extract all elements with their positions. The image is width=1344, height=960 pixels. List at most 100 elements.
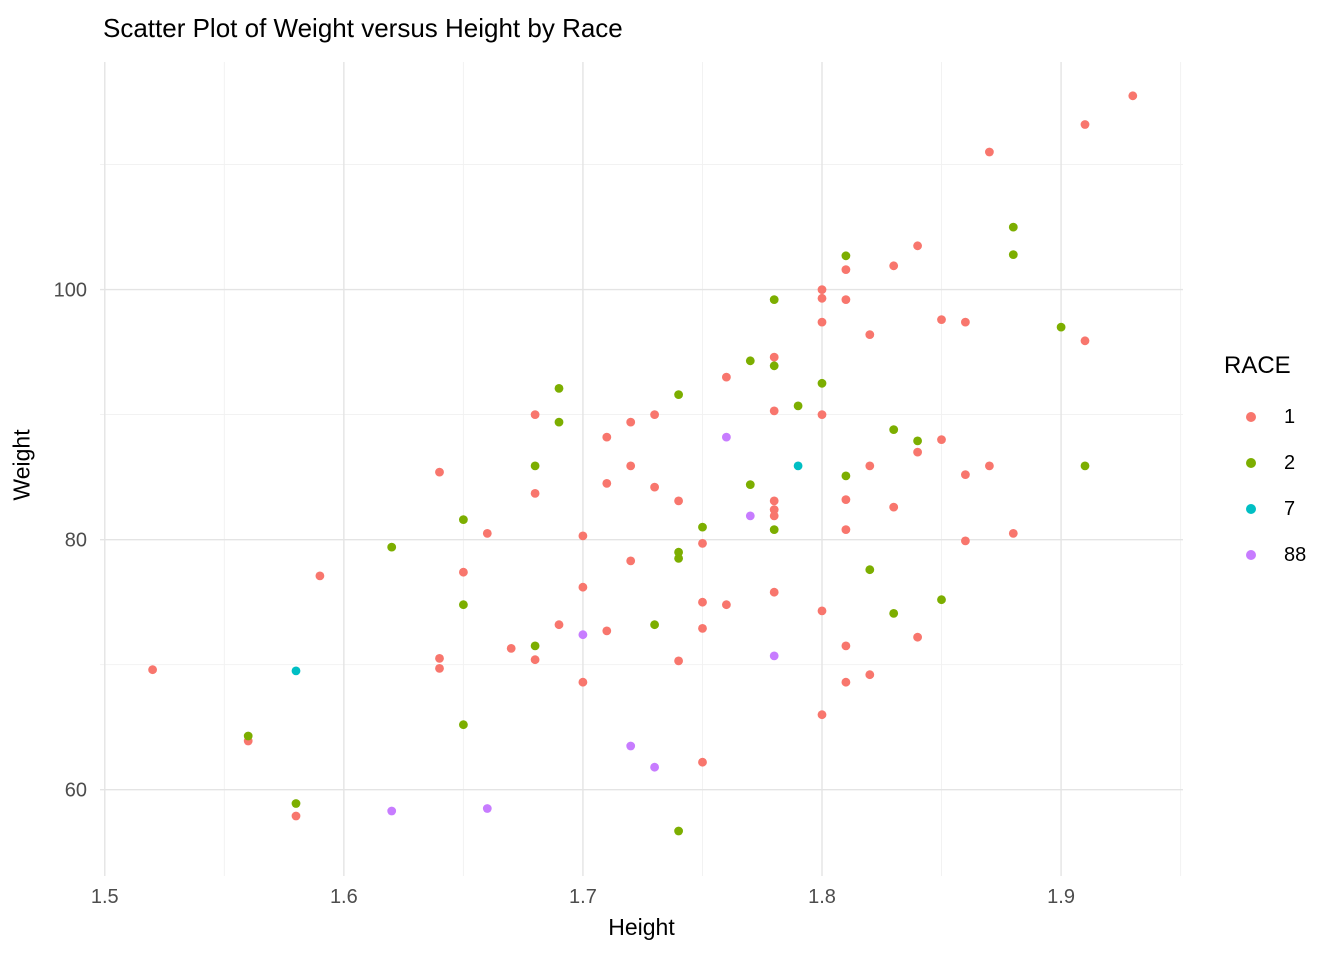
data-point-race-2 — [243, 731, 253, 741]
data-point-race-1 — [937, 435, 946, 444]
data-point-race-2 — [530, 641, 540, 651]
data-point-race-1 — [674, 496, 683, 506]
y-tick-label: 80 — [65, 530, 87, 552]
data-point-race-1 — [769, 505, 779, 514]
data-point-race-1 — [769, 406, 779, 416]
x-axis-title: Height — [608, 914, 675, 940]
data-point-race-2 — [769, 295, 779, 304]
data-point-race-2 — [698, 522, 707, 532]
data-point-race-88 — [626, 741, 636, 751]
data-point-race-1 — [722, 600, 731, 610]
data-point-race-1 — [530, 489, 540, 498]
data-point-race-1 — [1008, 529, 1018, 538]
data-point-race-1 — [769, 496, 779, 506]
data-point-race-1 — [817, 317, 827, 327]
data-point-race-1 — [985, 147, 994, 157]
data-point-race-1 — [459, 567, 468, 577]
data-point-race-2 — [674, 547, 683, 557]
data-point-race-88 — [387, 806, 397, 816]
legend-title: RACE — [1224, 352, 1291, 379]
data-point-race-1 — [435, 467, 444, 477]
data-point-race-1 — [841, 677, 851, 687]
data-point-race-1 — [817, 410, 827, 419]
data-point-race-2 — [459, 600, 468, 610]
data-point-race-1 — [769, 587, 779, 597]
data-point-race-88 — [745, 511, 755, 521]
data-point-race-88 — [482, 804, 492, 813]
data-point-race-1 — [435, 664, 444, 673]
data-point-race-1 — [889, 261, 899, 271]
data-point-race-1 — [913, 241, 922, 251]
data-point-race-1 — [769, 511, 779, 521]
data-point-race-1 — [578, 582, 588, 592]
data-point-race-2 — [674, 554, 683, 563]
data-point-race-1 — [578, 677, 588, 687]
y-tick-label: 60 — [65, 780, 87, 802]
data-point-race-1 — [1080, 120, 1090, 129]
legend-item-label: 88 — [1284, 543, 1307, 566]
legend-item-race-7: 7 — [1222, 486, 1306, 532]
data-point-race-1 — [722, 372, 731, 382]
data-point-race-1 — [889, 502, 899, 512]
data-point-race-1 — [650, 410, 659, 419]
data-point-race-1 — [985, 461, 994, 471]
data-point-race-1 — [530, 655, 540, 665]
data-point-race-1 — [817, 293, 827, 303]
legend-item-label: 7 — [1284, 497, 1296, 520]
data-point-race-1 — [961, 470, 970, 479]
data-point-race-2 — [865, 565, 875, 575]
data-point-race-1 — [626, 417, 636, 427]
data-point-race-2 — [1008, 250, 1018, 259]
y-tick-label: 100 — [54, 280, 87, 302]
legend-item-label: 2 — [1284, 451, 1296, 474]
data-point-race-1 — [554, 620, 564, 630]
x-tick-label: 1.9 — [1047, 886, 1075, 908]
legend-key-dot — [1246, 458, 1256, 468]
data-point-race-1 — [578, 531, 588, 541]
data-point-race-2 — [387, 542, 397, 552]
data-point-race-1 — [482, 529, 492, 538]
data-point-race-2 — [817, 378, 827, 388]
data-point-race-2 — [554, 417, 564, 427]
data-point-race-2 — [889, 609, 899, 618]
legend: RACE 1 2 7 88 — [1222, 352, 1306, 578]
data-point-race-1 — [961, 536, 970, 546]
data-point-race-1 — [817, 285, 827, 294]
data-point-race-1 — [506, 644, 516, 653]
data-point-race-1 — [817, 606, 827, 616]
data-point-race-88 — [769, 651, 779, 661]
data-point-race-1 — [937, 315, 946, 324]
data-point-race-1 — [602, 626, 612, 636]
data-point-race-2 — [745, 356, 755, 366]
data-point-race-88 — [722, 432, 731, 442]
data-point-race-2 — [793, 401, 803, 411]
data-point-race-1 — [913, 447, 922, 457]
data-point-race-2 — [530, 461, 540, 471]
data-point-race-2 — [459, 515, 468, 524]
data-point-race-1 — [817, 710, 827, 720]
data-point-race-1 — [865, 330, 875, 339]
data-point-race-2 — [841, 251, 851, 261]
legend-item-label: 1 — [1284, 405, 1296, 428]
data-point-race-1 — [530, 410, 540, 419]
data-point-race-2 — [889, 425, 899, 434]
data-point-race-7 — [793, 461, 803, 471]
data-point-race-2 — [554, 384, 564, 393]
x-tick-label: 1.6 — [330, 886, 358, 908]
data-point-race-1 — [650, 482, 659, 492]
data-point-race-1 — [626, 461, 636, 471]
data-point-race-2 — [913, 436, 922, 446]
data-point-race-1 — [841, 495, 851, 504]
data-point-race-1 — [315, 571, 325, 581]
data-point-race-2 — [1008, 222, 1018, 232]
data-point-race-1 — [961, 317, 970, 327]
y-axis-title: Weight — [8, 429, 35, 501]
legend-items: 1 2 7 88 — [1222, 394, 1306, 578]
data-point-race-2 — [674, 826, 683, 836]
data-point-race-2 — [1080, 461, 1090, 471]
data-point-race-1 — [865, 670, 875, 680]
data-point-race-1 — [698, 624, 707, 633]
data-point-race-2 — [674, 390, 683, 399]
